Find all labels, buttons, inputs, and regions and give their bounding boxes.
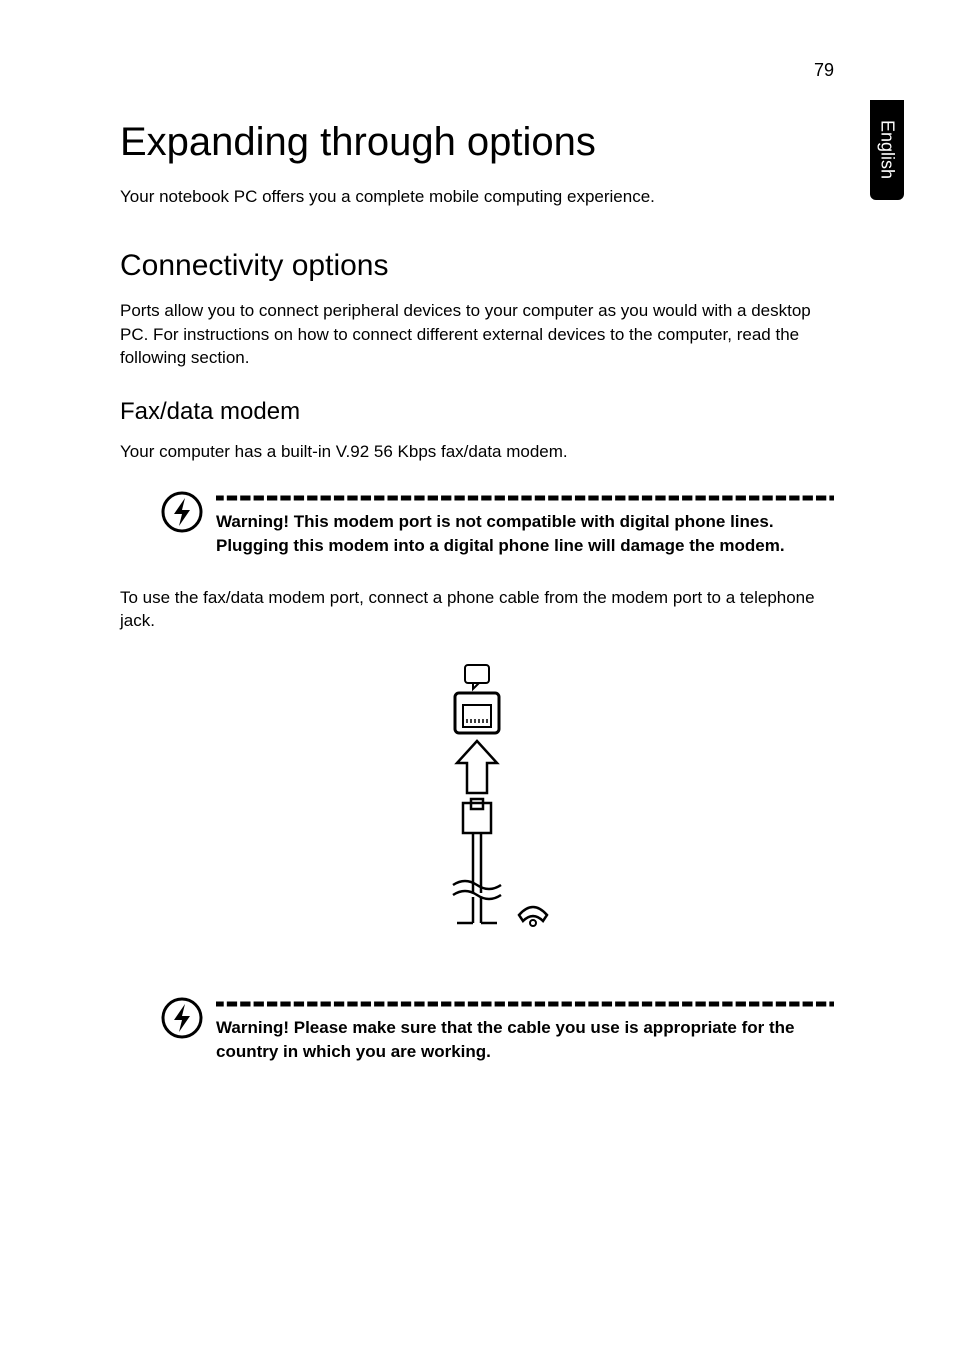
modem-connection-diagram xyxy=(120,663,834,968)
dotted-divider xyxy=(216,998,834,1010)
heading-expanding-through-options: Expanding through options xyxy=(120,120,834,165)
language-tab: English xyxy=(870,100,904,200)
lightning-warning-icon xyxy=(160,996,204,1045)
modem-paragraph: Your computer has a built-in V.92 56 Kbp… xyxy=(120,440,834,464)
warning-text-cable-country: Warning! Please make sure that the cable… xyxy=(216,1016,834,1064)
warning-block-cable-country: Warning! Please make sure that the cable… xyxy=(160,998,834,1064)
modem-usage-paragraph: To use the fax/data modem port, connect … xyxy=(120,586,834,634)
heading-connectivity-options: Connectivity options xyxy=(120,249,834,283)
warning-block-digital-phone: Warning! This modem port is not compatib… xyxy=(160,492,834,558)
warning-text-digital-phone: Warning! This modem port is not compatib… xyxy=(216,510,834,558)
intro-paragraph: Your notebook PC offers you a complete m… xyxy=(120,185,834,209)
page-number: 79 xyxy=(814,60,834,81)
connectivity-paragraph: Ports allow you to connect peripheral de… xyxy=(120,299,834,370)
dotted-divider xyxy=(216,492,834,504)
page-content: Expanding through options Your notebook … xyxy=(0,0,954,1152)
heading-fax-data-modem: Fax/data modem xyxy=(120,398,834,426)
lightning-warning-icon xyxy=(160,490,204,539)
